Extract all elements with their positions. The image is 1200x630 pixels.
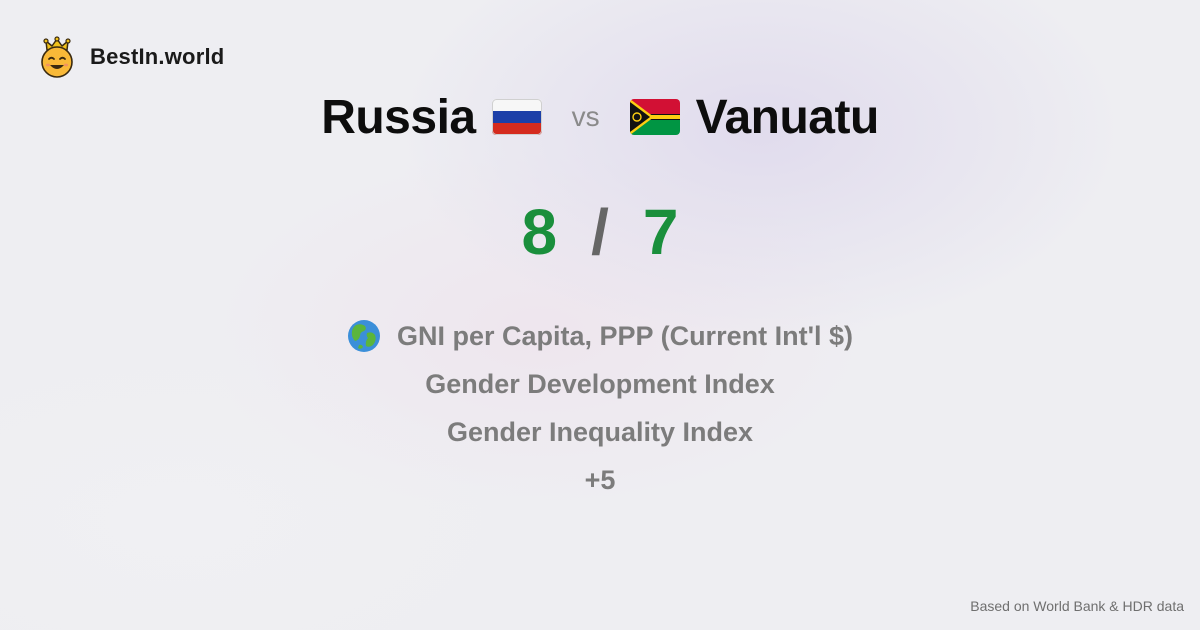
data-source-note: Based on World Bank & HDR data bbox=[970, 598, 1184, 614]
right-score: 7 bbox=[642, 196, 679, 268]
score-separator: / bbox=[591, 196, 609, 268]
globe-icon bbox=[348, 320, 380, 352]
left-country-name[interactable]: Russia bbox=[321, 90, 476, 144]
metrics-list: GNI per Capita, PPP (Current Int'l $) Ge… bbox=[0, 312, 1200, 504]
russia-flag-icon bbox=[491, 99, 542, 135]
metric-label: +5 bbox=[584, 465, 616, 495]
more-metrics-count[interactable]: +5 bbox=[585, 456, 616, 504]
score-row: 8 / 7 bbox=[0, 192, 1200, 272]
brand-name: BestIn.world bbox=[90, 44, 225, 69]
vs-label: vs bbox=[571, 101, 600, 132]
metric-item[interactable]: GNI per Capita, PPP (Current Int'l $) bbox=[347, 312, 853, 360]
metric-label: Gender Inequality Index bbox=[446, 417, 754, 447]
left-score: 8 bbox=[521, 196, 558, 268]
metric-label: Gender Development Index bbox=[425, 369, 775, 399]
vanuatu-flag-icon bbox=[629, 99, 680, 135]
brand[interactable]: BestIn.world bbox=[38, 36, 224, 78]
metric-item[interactable]: Gender Inequality Index bbox=[447, 408, 753, 456]
metric-item[interactable]: Gender Development Index bbox=[425, 360, 775, 408]
right-country-name[interactable]: Vanuatu bbox=[695, 90, 880, 144]
crowned-smiley-icon bbox=[41, 36, 73, 78]
metric-label: GNI per Capita, PPP (Current Int'l $) bbox=[397, 321, 853, 351]
comparison-title: Russia vs Vanuatu bbox=[0, 86, 1200, 148]
